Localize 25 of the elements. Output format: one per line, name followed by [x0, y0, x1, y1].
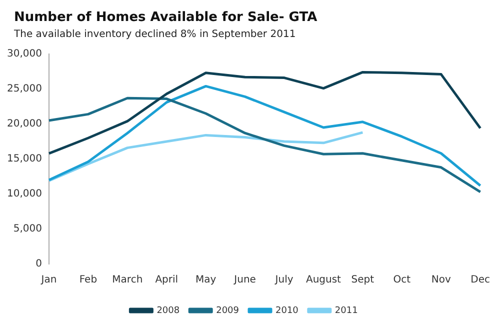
y-tick-label: 0: [36, 258, 42, 270]
legend-label: 2009: [216, 306, 240, 316]
x-tick-label: March: [112, 274, 143, 286]
y-tick-label: 15,000: [6, 154, 42, 165]
y-tick-label: 30,000: [6, 48, 42, 60]
y-tick-label: 20,000: [6, 118, 42, 130]
x-tick-label: Sept: [351, 274, 374, 286]
x-tick-label: Nov: [431, 274, 451, 286]
x-tick-label: Oct: [393, 274, 411, 286]
legend-label: 2011: [334, 306, 358, 316]
x-tick-label: Feb: [79, 274, 98, 286]
x-tick-label: April: [155, 274, 178, 286]
x-tick-label: July: [274, 274, 294, 286]
y-tick-label: 10,000: [6, 188, 42, 200]
x-tick-label: May: [195, 274, 216, 286]
y-tick-label: 25,000: [6, 84, 42, 95]
legend-label: 2008: [156, 306, 180, 316]
x-tick-label: Dec: [470, 274, 490, 286]
legend-label: 2010: [276, 306, 299, 316]
x-tick-label: Jan: [40, 274, 57, 286]
x-tick-label: August: [306, 274, 342, 286]
chart-title: Number of Homes Available for Sale- GTA: [14, 10, 318, 25]
y-tick-label: 5,000: [13, 224, 42, 235]
x-tick-label: June: [233, 274, 256, 286]
chart-subtitle: The available inventory declined 8% in September 2011: [14, 29, 296, 40]
